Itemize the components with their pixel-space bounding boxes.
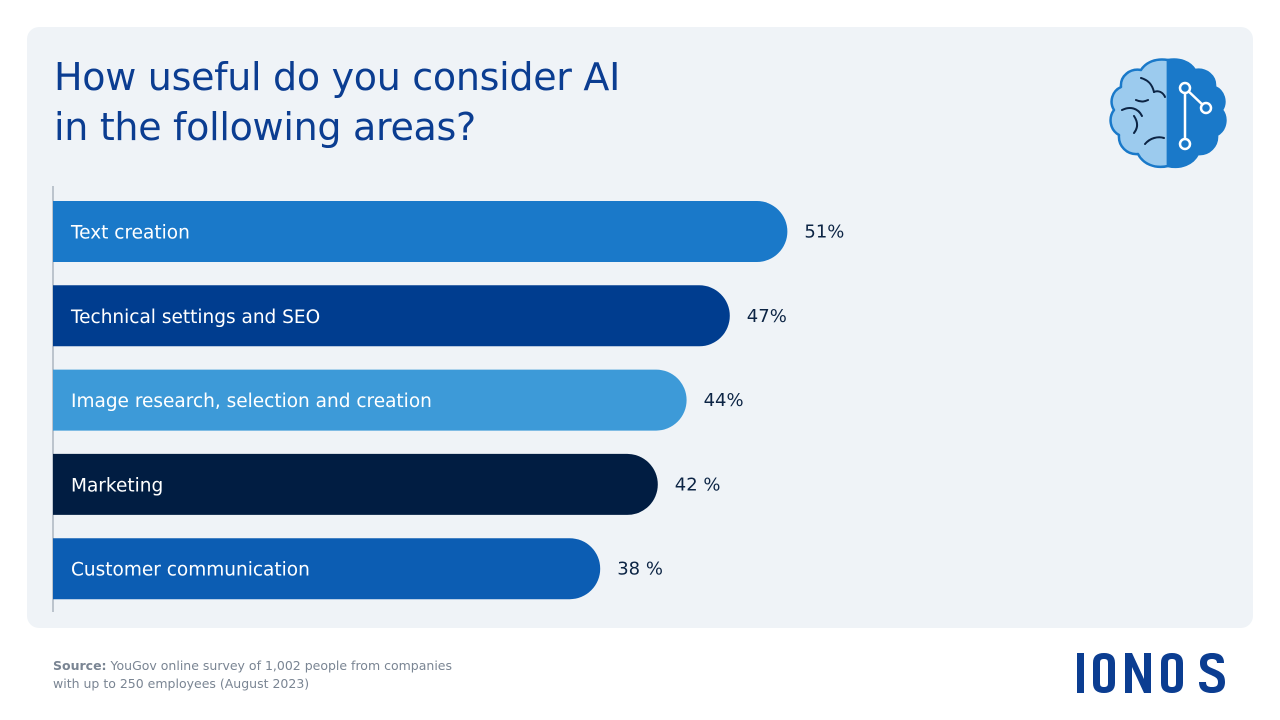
ionos-logo: [1077, 653, 1225, 693]
chart-title-line-2: in the following areas?: [54, 105, 476, 149]
source-label: Source:: [53, 658, 107, 673]
brain-circuit-icon: [1109, 58, 1227, 169]
source-note: Source: YouGov online survey of 1,002 pe…: [53, 657, 473, 693]
chart-title-line-1: How useful do you consider AI: [54, 55, 620, 99]
chart-title: How useful do you consider AI in the fol…: [54, 52, 854, 152]
source-text: YouGov online survey of 1,002 people fro…: [53, 658, 452, 691]
